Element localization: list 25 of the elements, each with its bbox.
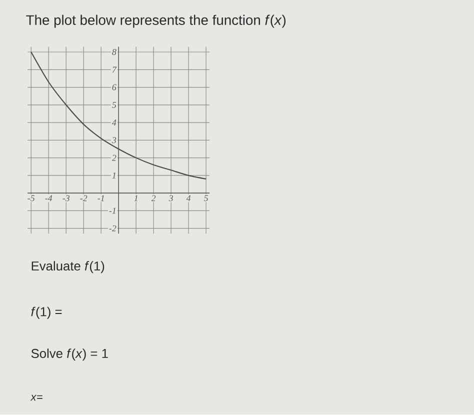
- y-tick-label: 2: [112, 155, 116, 161]
- y-tick-label: 6: [112, 84, 116, 90]
- x-tick-label: -1: [98, 195, 104, 202]
- y-tick-label: 4: [112, 120, 116, 126]
- text: x=: [30, 395, 42, 401]
- x-tick-label: 5: [204, 195, 208, 202]
- text: Evaluate f(1): [32, 261, 104, 274]
- x-tick-label: -5: [28, 195, 35, 202]
- x-tick-label: 4: [186, 195, 191, 202]
- y-tick-label: 1: [112, 172, 116, 179]
- x-tick-label: -3: [62, 195, 70, 202]
- y-tick-label: 5: [112, 102, 116, 108]
- text: f(1) =: [31, 307, 62, 320]
- y-tick-label: -1: [109, 208, 116, 214]
- y-tick-label: 3: [112, 137, 116, 144]
- text: Solve f(x) = 1: [31, 348, 108, 361]
- x-tick-label: -2: [80, 195, 88, 202]
- x-tick-label: 1: [134, 195, 138, 202]
- y-tick-label: 8: [112, 49, 116, 56]
- x-tick-label: -4: [45, 195, 52, 202]
- chart-title: The plot below represents the function f(x): [26, 15, 286, 28]
- x-tick-label: 3: [168, 195, 173, 202]
- y-tick-label: -2: [109, 226, 116, 232]
- y-tick-label: 7: [112, 66, 117, 73]
- x-tick-label: 2: [151, 195, 156, 202]
